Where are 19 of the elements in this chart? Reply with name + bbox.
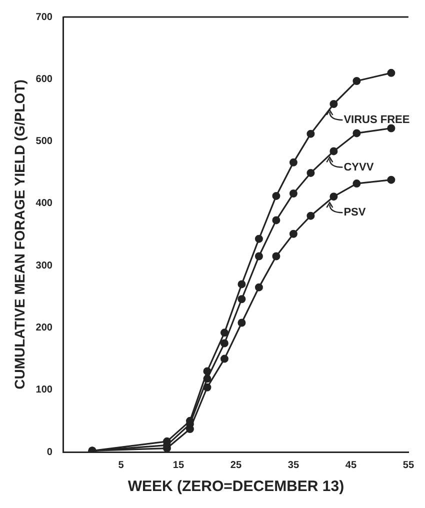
y-tick-label: 200 [36,322,53,334]
y-tick-label: 100 [36,384,53,396]
y-tick-label: 0 [46,446,53,458]
y-tick-label: 400 [36,198,53,210]
x-tick-label: 15 [172,460,184,471]
y-tick-label: 300 [36,260,53,272]
x-tick-label: 5 [118,460,124,471]
y-tick-label: 600 [36,74,53,85]
x-axis-title: WEEK (ZERO=DECEMBER 13) [128,478,344,496]
x-tick-label: 55 [402,460,414,471]
y-tick-label: 500 [36,136,53,148]
legend-label: VIRUS FREE [344,114,410,126]
legend-label: CYVV [344,161,374,174]
legend-label: PSV [344,206,366,219]
x-tick-label: 25 [230,460,242,471]
y-tick-label: 700 [36,12,53,23]
x-tick-label: 35 [288,460,300,471]
y-axis-title: CUMULATIVE MEAN FORAGE YIELD (G/PLOT) [11,80,28,390]
x-tick-label: 45 [345,460,357,471]
